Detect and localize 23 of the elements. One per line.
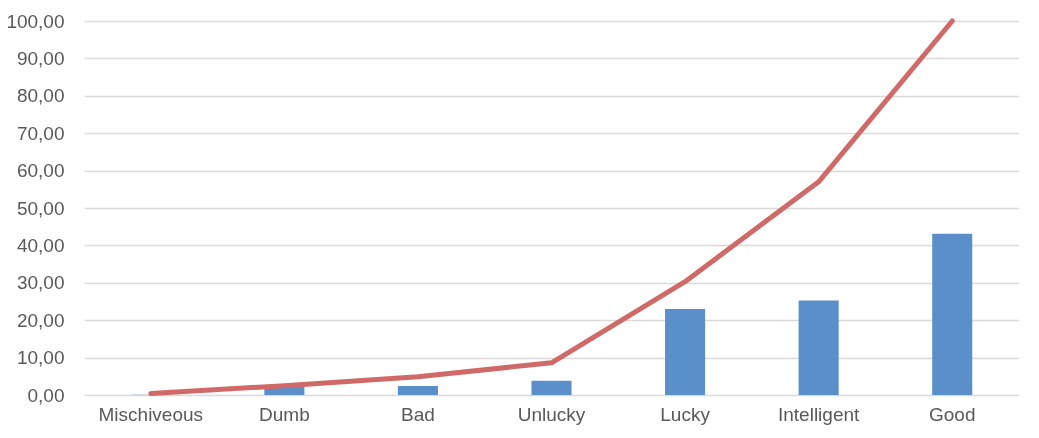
x-tick-label: Intelligent	[777, 403, 861, 425]
bar	[531, 380, 572, 395]
x-tick-label: Unlucky	[517, 403, 586, 425]
bar	[798, 300, 839, 395]
y-tick-label: 0,00	[27, 384, 65, 406]
x-tick-label: Dumb	[259, 403, 310, 425]
y-tick-label: 90,00	[16, 47, 65, 69]
x-tick-label: Good	[928, 403, 976, 425]
y-tick-label: 60,00	[16, 160, 65, 182]
x-tick-label: Bad	[401, 403, 435, 425]
y-tick-label: 50,00	[16, 197, 65, 219]
x-tick-label: Lucky	[660, 403, 711, 425]
bar	[932, 233, 973, 395]
y-tick-label: 20,00	[16, 309, 65, 331]
bar	[665, 308, 706, 395]
y-tick-label: 40,00	[16, 234, 65, 256]
bar	[397, 386, 438, 395]
y-tick-label: 10,00	[16, 347, 65, 369]
y-tick-label: 80,00	[16, 85, 65, 107]
y-tick-label: 30,00	[16, 272, 65, 294]
y-tick-label: 100,00	[6, 10, 65, 32]
x-tick-label: Mischiveous	[98, 403, 204, 425]
y-tick-label: 70,00	[16, 122, 65, 144]
